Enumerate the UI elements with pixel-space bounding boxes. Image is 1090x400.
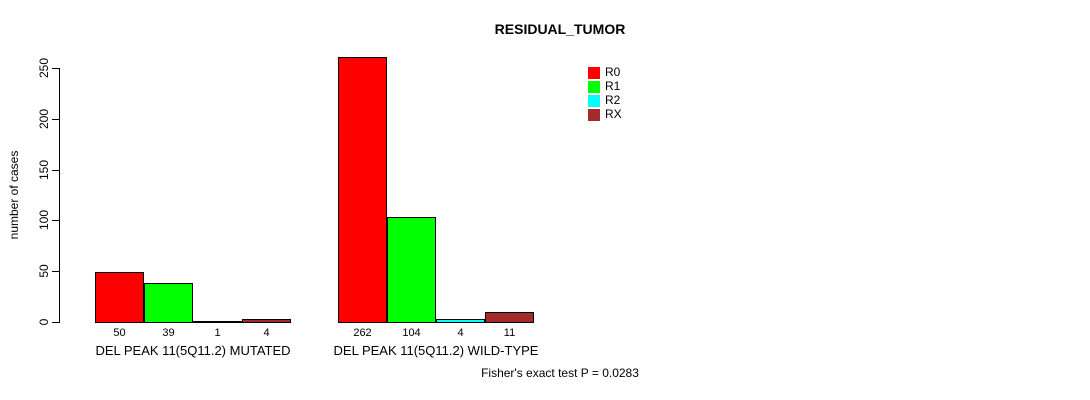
y-tick-label: 200	[37, 108, 51, 130]
bar-value-label: 39	[162, 327, 175, 339]
bar-r1-group1	[144, 283, 193, 323]
y-tick-label: 150	[37, 159, 51, 181]
x-category-label: DEL PEAK 11(5Q11.2) MUTATED	[95, 343, 291, 358]
y-tick	[52, 220, 59, 221]
legend-row: RX	[588, 108, 622, 121]
y-tick-label: 0	[37, 318, 51, 326]
legend-row: R1	[588, 80, 622, 93]
y-tick-label: 250	[37, 57, 51, 79]
chart-title: RESIDUAL_TUMOR	[494, 21, 626, 37]
legend-row: R0	[588, 66, 622, 79]
y-axis-line	[59, 68, 60, 323]
bar-value-label: 104	[402, 327, 421, 339]
y-tick	[52, 119, 59, 120]
legend-row: R2	[588, 94, 622, 107]
y-tick-label: 100	[37, 209, 51, 231]
bar-rx-group1	[242, 319, 291, 323]
bar-rx-group2	[485, 312, 534, 323]
legend-label: R0	[605, 65, 621, 79]
y-tick-label: 50	[37, 264, 51, 278]
bar-value-label: 4	[457, 327, 464, 339]
bar-value-label: 11	[503, 327, 516, 339]
y-tick	[52, 322, 59, 323]
bar-r2-group1	[193, 321, 242, 323]
y-tick	[52, 68, 59, 69]
fisher-test-annotation: Fisher's exact test P = 0.0283	[481, 366, 639, 380]
legend: R0 R1 R2 RX	[588, 66, 622, 121]
bar-r0-group1	[95, 272, 144, 323]
legend-label: RX	[605, 107, 622, 121]
bar-value-label: 4	[263, 327, 270, 339]
x-category-label: DEL PEAK 11(5Q11.2) WILD-TYPE	[333, 343, 539, 358]
legend-label: R1	[605, 79, 621, 93]
legend-label: R2	[605, 93, 621, 107]
bar-r1-group2	[387, 217, 436, 323]
bar-r2-group2	[436, 319, 485, 323]
y-axis-label: number of cases	[7, 150, 21, 240]
y-tick	[52, 271, 59, 272]
legend-swatch-r1	[588, 80, 600, 93]
bar-value-label: 50	[113, 327, 126, 339]
bar-value-label: 262	[353, 327, 372, 339]
y-tick	[52, 170, 59, 171]
bar-r0-group2	[338, 57, 387, 323]
legend-swatch-rx	[588, 108, 600, 121]
legend-swatch-r2	[588, 94, 600, 107]
bar-value-label: 1	[214, 327, 221, 339]
legend-swatch-r0	[588, 66, 600, 79]
